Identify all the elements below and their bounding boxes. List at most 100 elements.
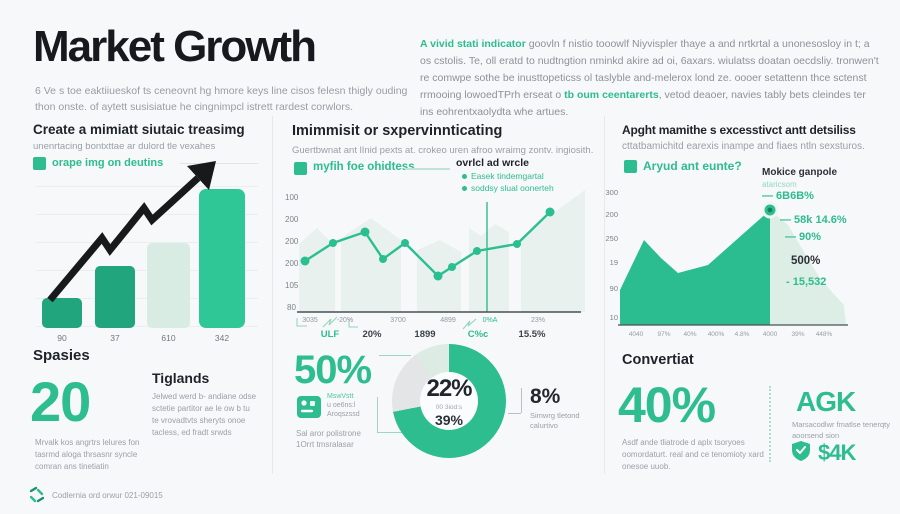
page-title: Market Growth <box>33 22 317 71</box>
bar-3 <box>147 243 190 328</box>
intro-body-1: goovln f nistio tooowlf Niyvispler thaye… <box>420 38 879 101</box>
right-panel-heading: Apght mamithe s excesstivct antt detsili… <box>622 123 856 137</box>
middle-legend-label: myfih foe ohidtess <box>313 161 415 173</box>
donut-chart: 22% 00 3iod:s 39% <box>392 344 506 458</box>
tiglands-heading: Tiglands <box>152 370 210 386</box>
x-tick: 3035 <box>302 317 318 324</box>
donut-center-caption: 00 3iod:s <box>435 403 463 411</box>
donut-connector <box>379 355 411 356</box>
tick-connectors <box>296 316 477 330</box>
x-sub-tick: C%c <box>468 329 489 340</box>
callout-connector <box>508 413 521 414</box>
donut-connector <box>377 397 378 433</box>
stat-badge-icon <box>297 396 321 418</box>
footer-text: Codlernia ord orwur 021-09015 <box>52 491 163 500</box>
shield-icon <box>792 441 810 461</box>
right-legend-swatch <box>624 160 637 173</box>
x-tick: 23% <box>531 317 545 324</box>
data-points <box>300 207 555 281</box>
stat-icon-caption-1: MswVstt <box>327 393 354 400</box>
x-sub-tick: 15.5% <box>519 329 546 340</box>
y-tick: 200 <box>605 210 618 219</box>
middle-legend-bullet-1: Easek tindemgartal <box>471 171 544 181</box>
left-legend-label: orape img on deutins <box>52 157 164 169</box>
mini-block-title: Mokice ganpole <box>762 167 838 178</box>
intro-body-2: , vetod deaoer, navies tably bets cleind… <box>420 89 866 118</box>
x-tick: 97% <box>657 331 670 338</box>
brand-note: Marsacodlwr fmatlse tenerqty aoorsend si… <box>792 420 890 440</box>
area-chart: 4040 97% 40% 400% 4.8% 4000 39% 448% <box>618 201 848 338</box>
donut-center-labels: 22% 00 3iod:s 39% <box>392 344 506 458</box>
side-stat-8: 8% <box>530 385 561 408</box>
middle-legend-right-title: ovrlcl ad wrcle <box>456 157 529 169</box>
convert-note: Asdf ande tliatrode d aplx tsoryoes oomo… <box>622 438 764 471</box>
side-stat-note-1: Simwrg tletond <box>530 411 580 420</box>
y-tick: 10 <box>609 313 618 322</box>
donut-center-value: 22% <box>426 374 472 402</box>
stat-note-1: Sal aror polistrone <box>296 429 361 438</box>
middle-legend-rule <box>405 168 450 170</box>
dotted-divider <box>769 386 771 462</box>
intro-paragraph: A vivid stati indicator goovln f nistio … <box>420 36 882 121</box>
bar-4 <box>199 189 245 328</box>
right-stat-4: - 15,532 <box>786 276 827 288</box>
callout-connector <box>521 388 522 413</box>
mini-block-sub: ataricsom <box>762 180 797 189</box>
left-legend-swatch <box>33 157 46 170</box>
x-tick: 4000 <box>763 331 778 338</box>
x-sub-tick: 1899 <box>414 329 435 340</box>
y-tick: 100 <box>285 193 299 202</box>
convert-heading: Convertiat <box>622 352 694 368</box>
x-tick: 40% <box>683 331 696 338</box>
convert-value: 40% <box>618 377 716 433</box>
right-panel-subheading: cttatbamichitd earexis inampe and fiaes … <box>622 141 865 152</box>
y-tick: 200 <box>285 237 299 246</box>
x-tick: 4040 <box>629 331 644 338</box>
legend-bullet-icon <box>462 174 467 179</box>
donut-center-secondary: 39% <box>434 411 464 428</box>
stat-icon-caption-3: Aroqszssd <box>327 411 360 418</box>
y-tick: 19 <box>609 258 618 267</box>
x-tick: 4899 <box>440 317 456 324</box>
column-divider-right <box>604 116 605 474</box>
area-faded <box>770 210 846 325</box>
big-stat-50: 50% <box>294 348 372 392</box>
stat-icon-caption-2: u oe6ns:l <box>327 402 356 409</box>
peak-marker-dot <box>767 207 773 213</box>
side-stat-note-2: calurtivo <box>530 421 558 430</box>
mini-block-value: — 6B6B% <box>762 190 814 202</box>
x-tick: -20% <box>337 317 353 324</box>
y-tick: 90 <box>609 284 618 293</box>
spasies-heading: Spasies <box>33 347 90 364</box>
right-legend-label: Aryud ant eunte? <box>643 159 742 173</box>
middle-panel-heading: Imimmisit or sxpervinnticating <box>292 123 503 139</box>
line-chart-bg-silhouettes <box>299 190 585 312</box>
bar-2 <box>95 266 135 328</box>
bar-2-label: 37 <box>110 333 120 343</box>
left-panel-heading: Create a mimiatt siutaic treasimg <box>33 122 245 137</box>
brand-mark: AGK <box>796 386 856 417</box>
right-stat-3: 500% <box>791 255 821 267</box>
spasies-note: Mrvalk kos angrtrs lelures fon tasrmd al… <box>35 438 140 471</box>
left-legend-rule <box>180 163 258 164</box>
middle-legend-bullet-2: soddsy slual oonerteh <box>471 183 554 193</box>
bar-1-label: 90 <box>57 333 67 343</box>
area-actual <box>620 210 770 325</box>
x-tick: 400% <box>708 331 725 338</box>
right-stat-2: — 90% <box>785 231 822 243</box>
bar-1 <box>42 298 82 328</box>
bar-4-label: 342 <box>214 333 230 343</box>
y-tick: 250 <box>605 234 618 243</box>
y-tick: 200 <box>285 259 299 268</box>
money-value: $4K <box>818 440 856 465</box>
line-chart: 100 200 200 200 105 80 3035 -20% 3700 48… <box>285 190 585 340</box>
left-panel-subheading: unenrtacing bontxttae ar dulord tle vexa… <box>33 141 216 152</box>
right-stat-1: — 58k 14.6% <box>780 214 847 226</box>
middle-legend-swatch <box>294 162 307 175</box>
middle-panel-subheading: Guertbwnat ant lInid pexts at. crokeo ur… <box>292 145 594 156</box>
intro-lead-2: tb oum ceentarerts <box>564 89 659 101</box>
page-subtitle: 6 Ve s toe eaktiiueskof ts ceneovnt hg h… <box>35 85 408 113</box>
x-sub-tick: 20% <box>362 329 382 340</box>
legend-bullet-icon <box>462 186 467 191</box>
